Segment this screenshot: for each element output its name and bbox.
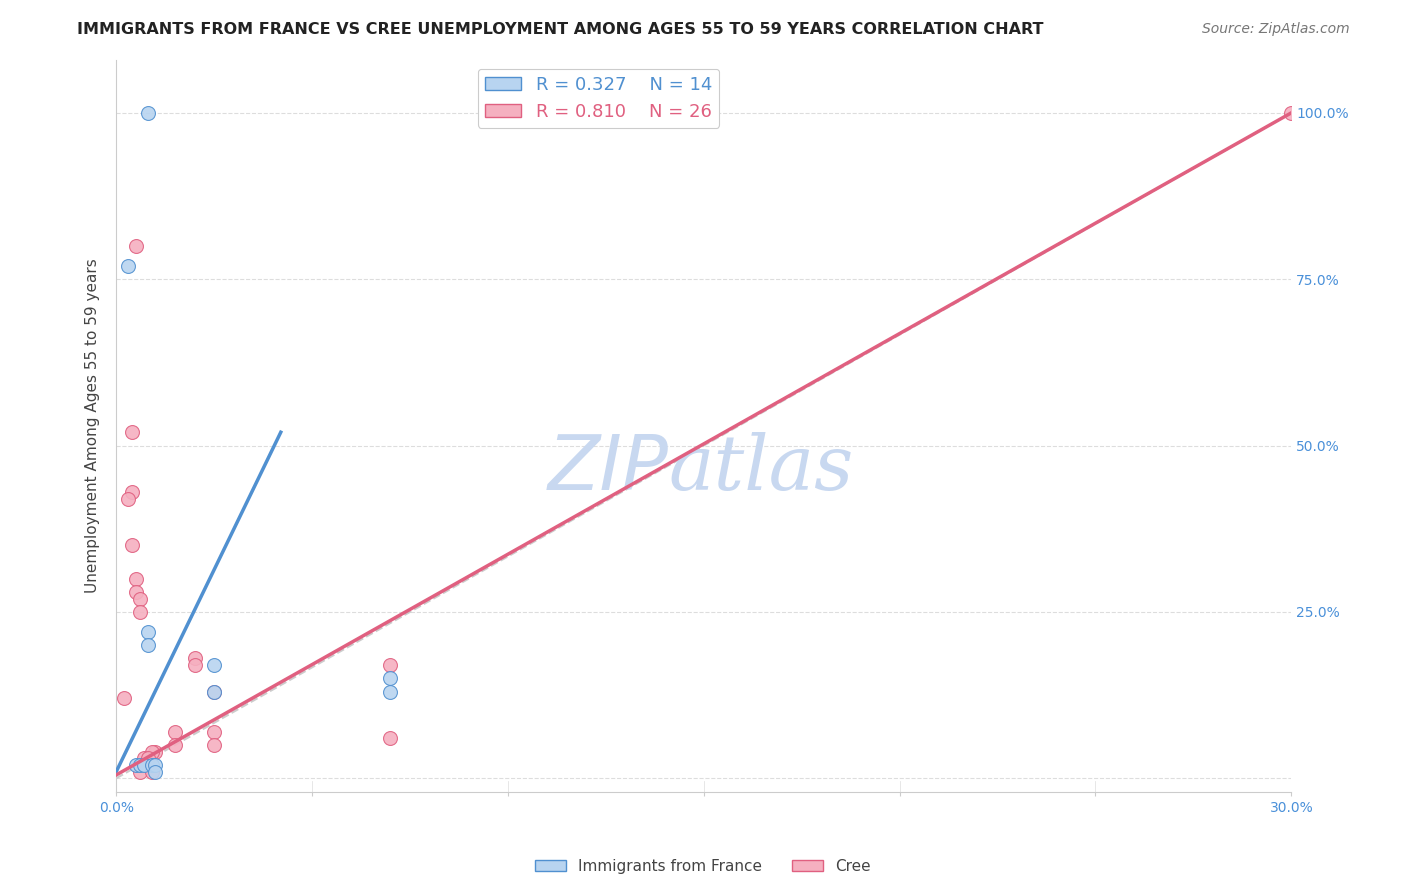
Point [125, 572, 148, 586]
Point [128, 591, 150, 606]
Point [202, 658, 225, 673]
Point [163, 738, 186, 752]
Point [136, 751, 159, 765]
Point [380, 672, 402, 686]
Point [202, 684, 225, 698]
Point [128, 605, 150, 619]
Point [132, 751, 155, 765]
Point [121, 425, 143, 440]
Point [145, 758, 167, 772]
Point [136, 638, 159, 652]
Point [121, 485, 143, 500]
Point [202, 738, 225, 752]
Text: IMMIGRANTS FROM FRANCE VS CREE UNEMPLOYMENT AMONG AGES 55 TO 59 YEARS CORRELATIO: IMMIGRANTS FROM FRANCE VS CREE UNEMPLOYM… [77, 22, 1043, 37]
Point [202, 724, 225, 739]
Point [380, 684, 402, 698]
Point [112, 691, 135, 706]
Point [141, 764, 163, 779]
Point [183, 658, 205, 673]
Point [163, 724, 186, 739]
Point [117, 491, 139, 506]
Point [121, 538, 143, 552]
Point [128, 758, 150, 772]
Text: ZIP: ZIP [548, 433, 668, 507]
Point [380, 658, 402, 673]
Point [380, 731, 402, 746]
Point [117, 259, 139, 273]
Point [125, 585, 148, 599]
Point [141, 758, 163, 772]
Point [136, 105, 159, 120]
Point [125, 239, 148, 253]
Legend: R = 0.327    N = 14, R = 0.810    N = 26: R = 0.327 N = 14, R = 0.810 N = 26 [478, 69, 720, 128]
Legend: Immigrants from France, Cree: Immigrants from France, Cree [529, 853, 877, 880]
Point [125, 758, 148, 772]
Point [183, 651, 205, 665]
Point [128, 764, 150, 779]
Point [141, 745, 163, 759]
Point [145, 745, 167, 759]
Text: Source: ZipAtlas.com: Source: ZipAtlas.com [1202, 22, 1350, 37]
Point [1279, 105, 1302, 120]
Text: atlas: atlas [668, 433, 853, 507]
Point [136, 624, 159, 639]
Point [145, 764, 167, 779]
Point [132, 758, 155, 772]
Y-axis label: Unemployment Among Ages 55 to 59 years: Unemployment Among Ages 55 to 59 years [86, 258, 100, 593]
Point [202, 684, 225, 698]
